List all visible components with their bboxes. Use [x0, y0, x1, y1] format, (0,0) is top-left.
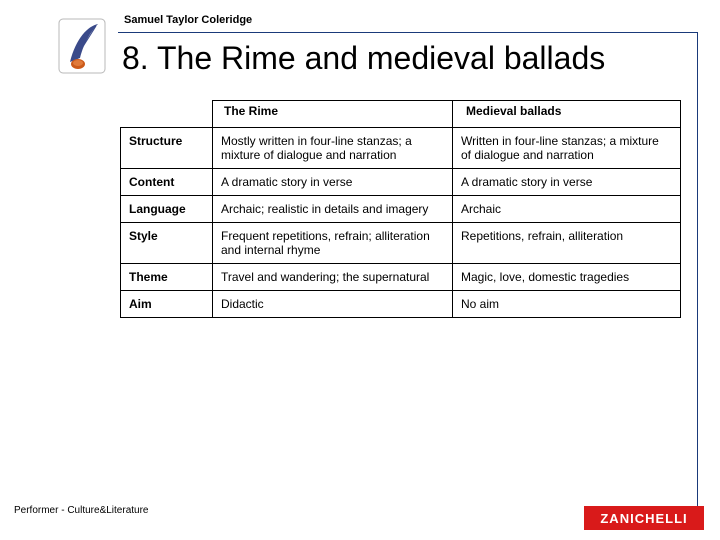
- cell: Mostly written in four-line stanzas; a m…: [213, 128, 453, 169]
- row-header: Structure: [121, 128, 213, 169]
- comparison-table-wrap: The Rime Medieval ballads Structure Most…: [120, 100, 680, 318]
- row-header: Language: [121, 196, 213, 223]
- row-header: Theme: [121, 264, 213, 291]
- cell: A dramatic story in verse: [453, 169, 681, 196]
- right-rule: [697, 32, 698, 510]
- table-header-row: [121, 101, 681, 128]
- cell: Didactic: [213, 291, 453, 318]
- table-row: Aim Didactic No aim: [121, 291, 681, 318]
- col-header-ballads-overlay: Medieval ballads: [466, 104, 561, 118]
- cell: No aim: [453, 291, 681, 318]
- table-row: Style Frequent repetitions, refrain; all…: [121, 223, 681, 264]
- table-row: Theme Travel and wandering; the supernat…: [121, 264, 681, 291]
- cell: Frequent repetitions, refrain; alliterat…: [213, 223, 453, 264]
- cell: Repetitions, refrain, alliteration: [453, 223, 681, 264]
- cell: Magic, love, domestic tragedies: [453, 264, 681, 291]
- cell: Archaic: [453, 196, 681, 223]
- cell: A dramatic story in verse: [213, 169, 453, 196]
- row-header: Style: [121, 223, 213, 264]
- cell: Written in four-line stanzas; a mixture …: [453, 128, 681, 169]
- row-header: Aim: [121, 291, 213, 318]
- author-subtitle: Samuel Taylor Coleridge: [124, 14, 252, 26]
- corner-cell: [121, 101, 213, 128]
- row-header: Content: [121, 169, 213, 196]
- footer-text: Performer - Culture&Literature: [14, 505, 149, 516]
- cell: Archaic; realistic in details and imager…: [213, 196, 453, 223]
- top-rule: [118, 32, 698, 33]
- col-header-rime-overlay: The Rime: [224, 104, 278, 118]
- table-row: Content A dramatic story in verse A dram…: [121, 169, 681, 196]
- comparison-table: Structure Mostly written in four-line st…: [120, 100, 681, 318]
- slide-title: 8. The Rime and medieval ballads: [122, 40, 682, 77]
- publisher-logo: [58, 18, 106, 74]
- table-row: Structure Mostly written in four-line st…: [121, 128, 681, 169]
- table-row: Language Archaic; realistic in details a…: [121, 196, 681, 223]
- publisher-brand: ZANICHELLI: [584, 506, 704, 530]
- cell: Travel and wandering; the supernatural: [213, 264, 453, 291]
